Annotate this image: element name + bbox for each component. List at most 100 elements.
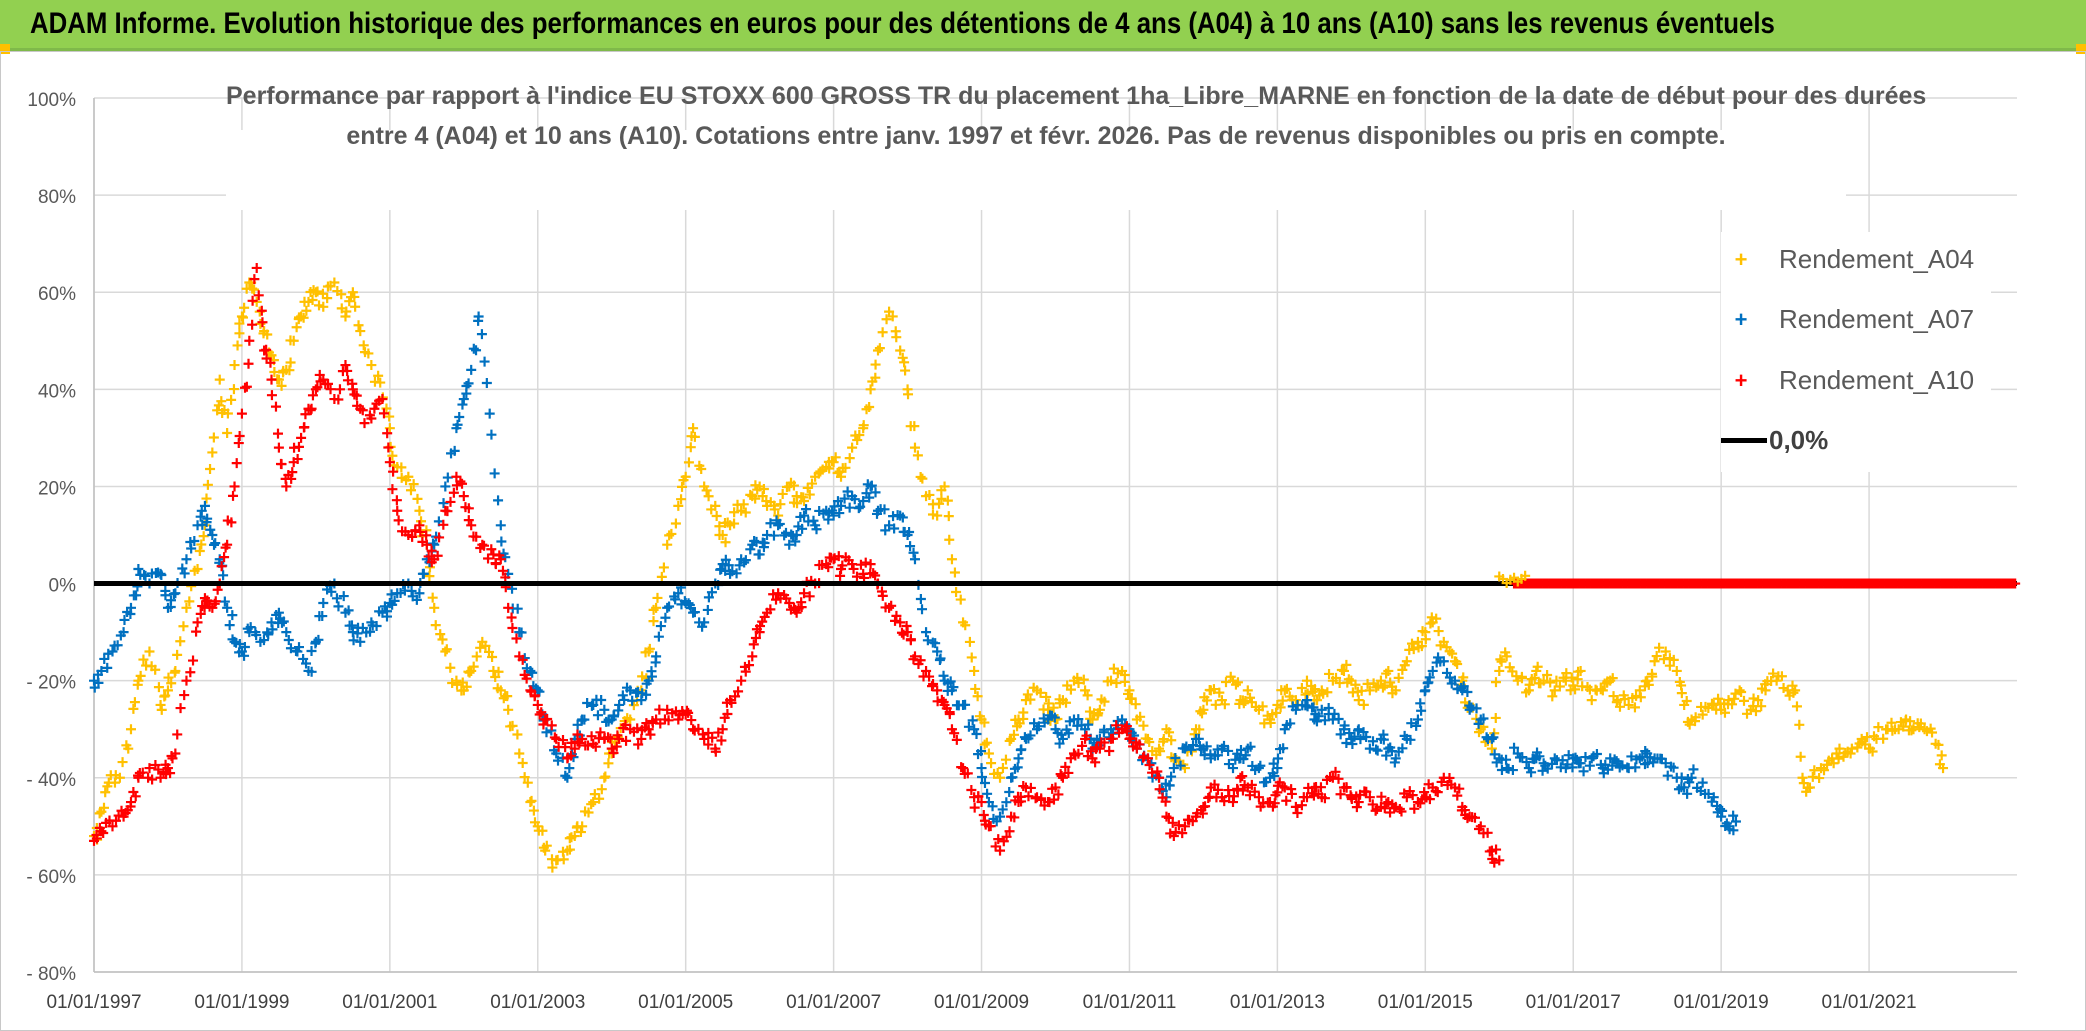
y-tick-label: 40% xyxy=(38,381,76,402)
point-rendement_a07 xyxy=(418,568,429,579)
point-rendement_a10 xyxy=(569,743,580,754)
point-rendement_a07 xyxy=(189,536,200,547)
point-rendement_a10 xyxy=(229,481,240,492)
point-rendement_a04 xyxy=(1073,677,1084,688)
point-rendement_a04 xyxy=(1936,750,1947,761)
point-rendement_a07 xyxy=(588,699,599,710)
point-rendement_a04 xyxy=(512,729,523,740)
point-rendement_a10 xyxy=(590,741,601,752)
point-rendement_a04 xyxy=(547,862,558,873)
point-rendement_a04 xyxy=(1406,638,1417,649)
point-rendement_a07 xyxy=(731,568,742,579)
point-rendement_a04 xyxy=(408,479,419,490)
point-rendement_a04 xyxy=(1257,701,1268,712)
point-rendement_a10 xyxy=(949,728,960,739)
point-rendement_a07 xyxy=(245,622,256,633)
point-rendement_a04 xyxy=(222,428,233,439)
point-rendement_a07 xyxy=(118,627,129,638)
point-rendement_a07 xyxy=(1501,754,1512,765)
point-rendement_a04 xyxy=(1126,693,1137,704)
point-rendement_a10 xyxy=(662,704,673,715)
point-rendement_a04 xyxy=(970,683,981,694)
point-rendement_a04 xyxy=(1322,687,1333,698)
point-rendement_a04 xyxy=(644,643,655,654)
point-rendement_a04 xyxy=(960,620,971,631)
point-rendement_a04 xyxy=(1791,701,1802,712)
point-rendement_a07 xyxy=(333,601,344,612)
point-rendement_a10 xyxy=(325,384,336,395)
point-rendement_a10 xyxy=(995,845,1006,856)
point-rendement_a10 xyxy=(265,357,276,368)
point-rendement_a07 xyxy=(512,603,523,614)
point-rendement_a10 xyxy=(195,608,206,619)
point-rendement_a10 xyxy=(1407,790,1418,801)
point-rendement_a07 xyxy=(1462,687,1473,698)
point-rendement_a10 xyxy=(870,570,881,581)
point-rendement_a04 xyxy=(117,757,128,768)
y-tick-label: 20% xyxy=(38,478,76,499)
point-rendement_a07 xyxy=(655,621,666,632)
point-rendement_a07 xyxy=(884,520,895,531)
point-rendement_a10 xyxy=(293,441,304,452)
point-rendement_a07 xyxy=(1412,714,1423,725)
point-rendement_a10 xyxy=(890,615,901,626)
point-rendement_a04 xyxy=(912,450,923,461)
point-rendement_a07 xyxy=(1313,711,1324,722)
point-rendement_a07 xyxy=(706,587,717,598)
point-rendement_a04 xyxy=(903,389,914,400)
point-rendement_a07 xyxy=(1676,772,1687,783)
point-rendement_a07 xyxy=(1521,757,1532,768)
point-rendement_a04 xyxy=(355,326,366,337)
point-rendement_a07 xyxy=(551,748,562,759)
point-rendement_a07 xyxy=(411,594,422,605)
point-rendement_a04 xyxy=(262,329,273,340)
point-rendement_a07 xyxy=(1166,771,1177,782)
point-rendement_a04 xyxy=(1516,673,1527,684)
point-rendement_a10 xyxy=(219,552,230,563)
point-rendement_a07 xyxy=(468,343,479,354)
point-rendement_a10 xyxy=(241,381,252,392)
point-rendement_a07 xyxy=(285,643,296,654)
point-rendement_a10 xyxy=(349,389,360,400)
point-rendement_a07 xyxy=(1168,763,1179,774)
point-rendement_a04 xyxy=(129,697,140,708)
point-rendement_a10 xyxy=(333,394,344,405)
point-rendement_a04 xyxy=(1684,719,1695,730)
point-rendement_a07 xyxy=(1371,744,1382,755)
point-rendement_a04 xyxy=(881,314,892,325)
point-rendement_a07 xyxy=(1255,760,1266,771)
point-rendement_a07 xyxy=(1381,750,1392,761)
point-rendement_a07 xyxy=(1175,760,1186,771)
y-tick-label: 100% xyxy=(27,90,76,111)
point-rendement_a04 xyxy=(353,320,364,331)
point-rendement_a07 xyxy=(1333,713,1344,724)
point-rendement_a04 xyxy=(1867,746,1878,757)
point-rendement_a04 xyxy=(1210,699,1221,710)
point-rendement_a04 xyxy=(412,493,423,504)
point-rendement_a10 xyxy=(799,588,810,599)
point-rendement_a10 xyxy=(495,554,506,565)
point-rendement_a04 xyxy=(1271,707,1282,718)
point-rendement_a10 xyxy=(962,768,973,779)
point-rendement_a10 xyxy=(247,319,258,330)
point-rendement_a10 xyxy=(985,821,996,832)
point-rendement_a04 xyxy=(541,840,552,851)
point-rendement_a04 xyxy=(480,640,491,651)
point-rendement_a04 xyxy=(1008,729,1019,740)
point-rendement_a04 xyxy=(373,370,384,381)
point-rendement_a07 xyxy=(905,541,916,552)
point-rendement_a07 xyxy=(1703,788,1714,799)
point-rendement_a04 xyxy=(1607,673,1618,684)
point-rendement_a04 xyxy=(870,372,881,383)
point-rendement_a04 xyxy=(1364,685,1375,696)
point-rendement_a10 xyxy=(796,597,807,608)
point-rendement_a04 xyxy=(676,494,687,505)
point-rendement_a04 xyxy=(1586,695,1597,706)
point-rendement_a07 xyxy=(1240,750,1251,761)
point-rendement_a07 xyxy=(1578,766,1589,777)
point-rendement_a10 xyxy=(388,466,399,477)
point-rendement_a04 xyxy=(1768,668,1779,679)
point-rendement_a04 xyxy=(1099,696,1110,707)
point-rendement_a07 xyxy=(1728,810,1739,821)
point-rendement_a07 xyxy=(808,515,819,526)
